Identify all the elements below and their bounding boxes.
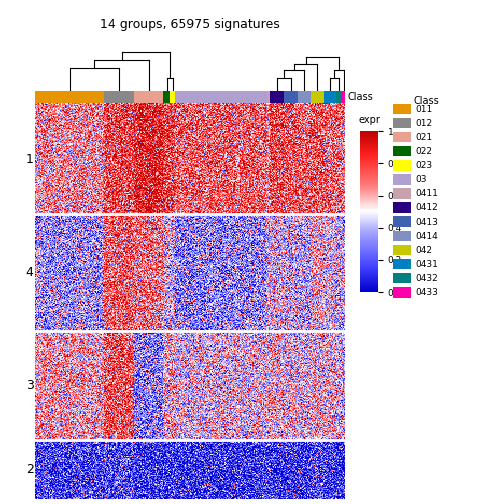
Text: 0432: 0432 [416, 274, 438, 283]
Bar [393, 132, 411, 142]
Bar [35, 91, 104, 103]
Bar [393, 117, 411, 128]
Bar [311, 91, 324, 103]
Bar [324, 91, 336, 103]
Text: 3: 3 [26, 379, 34, 392]
Bar [393, 146, 411, 156]
Text: 012: 012 [416, 119, 433, 128]
Bar [175, 91, 267, 103]
Text: expr: expr [358, 114, 380, 124]
Bar [393, 160, 411, 170]
Text: 2: 2 [26, 463, 34, 476]
Bar [270, 91, 284, 103]
Text: 011: 011 [416, 105, 433, 114]
Text: 023: 023 [416, 161, 433, 170]
Text: 022: 022 [416, 147, 433, 156]
Bar [104, 91, 134, 103]
Bar [163, 91, 170, 103]
Text: 0411: 0411 [416, 190, 438, 199]
Bar [170, 91, 175, 103]
Text: 0433: 0433 [416, 288, 438, 297]
Bar [393, 259, 411, 269]
Text: 1: 1 [26, 153, 34, 166]
Bar [284, 91, 298, 103]
Bar [393, 188, 411, 199]
Bar [393, 202, 411, 213]
Bar [298, 91, 311, 103]
Bar [393, 244, 411, 255]
Text: Class: Class [413, 96, 439, 106]
Text: 0414: 0414 [416, 232, 438, 241]
Text: 021: 021 [416, 133, 433, 142]
Bar [393, 273, 411, 283]
Text: 0413: 0413 [416, 218, 438, 227]
Bar [393, 174, 411, 184]
Text: 03: 03 [416, 175, 427, 184]
Bar [134, 91, 163, 103]
Bar [393, 103, 411, 114]
Bar [267, 91, 270, 103]
Bar [393, 230, 411, 241]
Text: 14 groups, 65975 signatures: 14 groups, 65975 signatures [100, 18, 280, 31]
Bar [336, 91, 342, 103]
Text: 0412: 0412 [416, 204, 438, 213]
Text: 0431: 0431 [416, 260, 438, 269]
Bar [342, 91, 345, 103]
Text: 4: 4 [26, 267, 34, 279]
Text: Class: Class [347, 92, 373, 102]
Text: 042: 042 [416, 246, 433, 255]
Bar [393, 216, 411, 227]
Bar [393, 287, 411, 297]
